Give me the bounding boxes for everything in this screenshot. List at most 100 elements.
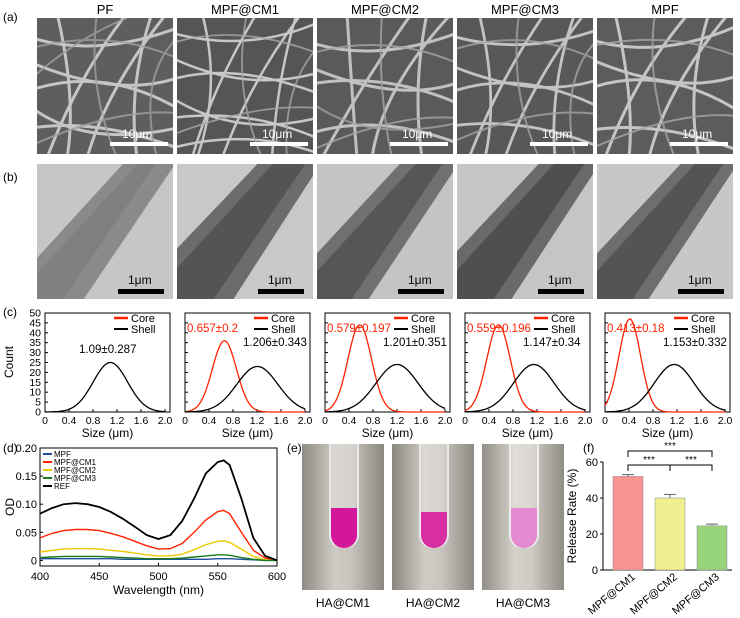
y-tick-label: 0.15 — [16, 471, 37, 483]
y-axis-label: OD — [3, 498, 17, 516]
y-tick-label: 0 — [592, 565, 598, 577]
x-tick-label: 1.2 — [110, 415, 125, 427]
y-tick-label: 5 — [35, 397, 41, 409]
y-tick-label: 0.10 — [16, 499, 37, 511]
x-axis-label: Size (μm) — [222, 426, 274, 440]
x-tick-label: 2.0 — [438, 415, 453, 427]
scale-bar — [398, 289, 444, 294]
x-tick-label: 2.0 — [578, 415, 593, 427]
scale-bar-label: 10μm — [682, 127, 713, 141]
tem-image-pf — [37, 164, 173, 299]
scale-bar — [250, 142, 308, 146]
x-tick-label: 2.0 — [718, 415, 733, 427]
absorbance-spectrum-chart: 0 0.05 0.10 0.15 0.20 400 450 500 550 600 Waveleng… — [3, 443, 286, 597]
x-axis-label: Size (μm) — [82, 426, 134, 440]
sem-image-mpf-cm3 — [457, 18, 593, 154]
tem-image-mpf — [597, 164, 733, 299]
y-tick-label: 60 — [586, 457, 598, 469]
y-tick-label: 0 — [35, 407, 41, 419]
scale-bar-label: 1μm — [268, 273, 292, 287]
x-axis-label: Size (μm) — [362, 426, 414, 440]
x-axis-label: Size (μm) — [502, 426, 554, 440]
y-tick-label: 35 — [29, 337, 41, 349]
shell-size-annotation: 1.206±0.343 — [243, 337, 307, 349]
panel-label-d: (d) — [3, 441, 18, 455]
x-tick-label: 0.8 — [226, 415, 241, 427]
legend-shell-label: Shell — [131, 324, 155, 336]
header-pf: PF — [96, 2, 114, 17]
sem-image-pf — [37, 18, 173, 154]
scale-bar-label: 10μm — [122, 127, 153, 141]
core-size-annotation: 0.413±0.18 — [607, 323, 664, 335]
significance-bracket — [669, 464, 713, 471]
x-tick-label: 400 — [31, 571, 49, 583]
x-tick-label: 0.4 — [62, 415, 77, 427]
core-size-annotation: 0.559±0.196 — [467, 323, 531, 335]
x-tick-label: 1.6 — [694, 415, 709, 427]
scale-bar-label: 1μm — [408, 273, 432, 287]
core-distribution-curve — [464, 324, 585, 413]
y-tick-label: 40 — [29, 327, 41, 339]
legend-label: MPF@CM2 — [54, 466, 96, 475]
legend-shell-label: Shell — [271, 324, 295, 336]
x-tick-label: 2.0 — [298, 415, 313, 427]
x-tick-label: 0.4 — [342, 415, 357, 427]
legend-label: MPF@CM3 — [54, 474, 96, 483]
core-distribution-curve — [604, 318, 725, 413]
x-tick-label: 450 — [90, 571, 108, 583]
shell-size-annotation: 1.09±0.287 — [79, 344, 136, 356]
panel-label-b: (b) — [3, 170, 18, 184]
shell-distribution-curve — [185, 365, 306, 413]
scale-bar-label: 1μm — [128, 273, 152, 287]
y-tick-label: 45 — [29, 317, 41, 329]
y-tick-label: 40 — [586, 493, 598, 505]
x-tick-label: 1.6 — [134, 415, 149, 427]
tem-image-mpf-cm1 — [177, 164, 313, 299]
shell-size-annotation: 1.201±0.351 — [383, 337, 447, 349]
legend-label: MPF — [54, 450, 71, 459]
x-tick-label: 1.2 — [670, 415, 685, 427]
x-tick-label: 0.4 — [482, 415, 497, 427]
x-tick-label: 1.2 — [250, 415, 265, 427]
x-tick-label: 1.6 — [554, 415, 569, 427]
legend-label: REF — [54, 482, 70, 491]
scale-bar — [538, 289, 584, 294]
legend-shell-label: Shell — [691, 324, 715, 336]
spectrum-line-mpf-cm2 — [39, 539, 278, 562]
x-tick-label: 0 — [322, 415, 328, 427]
x-tick-label: 500 — [149, 571, 167, 583]
x-axis-label: Wavelength (nm) — [113, 583, 204, 597]
y-axis-label: Release Rate (%) — [565, 469, 579, 564]
core-size-annotation: 0.657±0.2 — [187, 323, 238, 335]
x-tick-label: 0.8 — [646, 415, 661, 427]
y-tick-label: 25 — [29, 357, 41, 369]
scale-bar — [530, 142, 588, 146]
x-tick-label: 1.6 — [274, 415, 289, 427]
y-tick-label: 50 — [29, 308, 41, 320]
shell-size-annotation: 1.153±0.332 — [663, 337, 727, 349]
y-tick-label: 20 — [586, 529, 598, 541]
sem-image-mpf-cm2 — [317, 18, 453, 154]
legend-shell-label: Shell — [551, 324, 575, 336]
x-tick-label: 0.4 — [202, 415, 217, 427]
core-size-annotation: 0.579±0.197 — [327, 323, 391, 335]
scale-bar-label: 1μm — [688, 273, 712, 287]
photo-caption-cm1: HA@CM1 — [315, 596, 371, 610]
x-tick-label: 1.6 — [414, 415, 429, 427]
x-tick-label: 2.0 — [158, 415, 173, 427]
photo-caption-cm2: HA@CM2 — [405, 596, 461, 610]
x-tick-label: 0.8 — [506, 415, 521, 427]
tem-image-mpf-cm2 — [317, 164, 453, 299]
shell-distribution-curve — [465, 363, 586, 413]
y-tick-label: 20 — [29, 367, 41, 379]
scale-bar — [678, 289, 724, 294]
legend-core-label: Core — [411, 313, 435, 325]
header-mpf-cm2: MPF@CM2 — [350, 2, 420, 17]
y-tick-label: 0.20 — [16, 443, 37, 455]
panel-label-f: (f) — [583, 441, 595, 455]
shell-size-annotation: 1.147±0.34 — [523, 337, 581, 349]
panel-label-c: (c) — [3, 305, 17, 319]
x-tick-label: 0 — [462, 415, 468, 427]
